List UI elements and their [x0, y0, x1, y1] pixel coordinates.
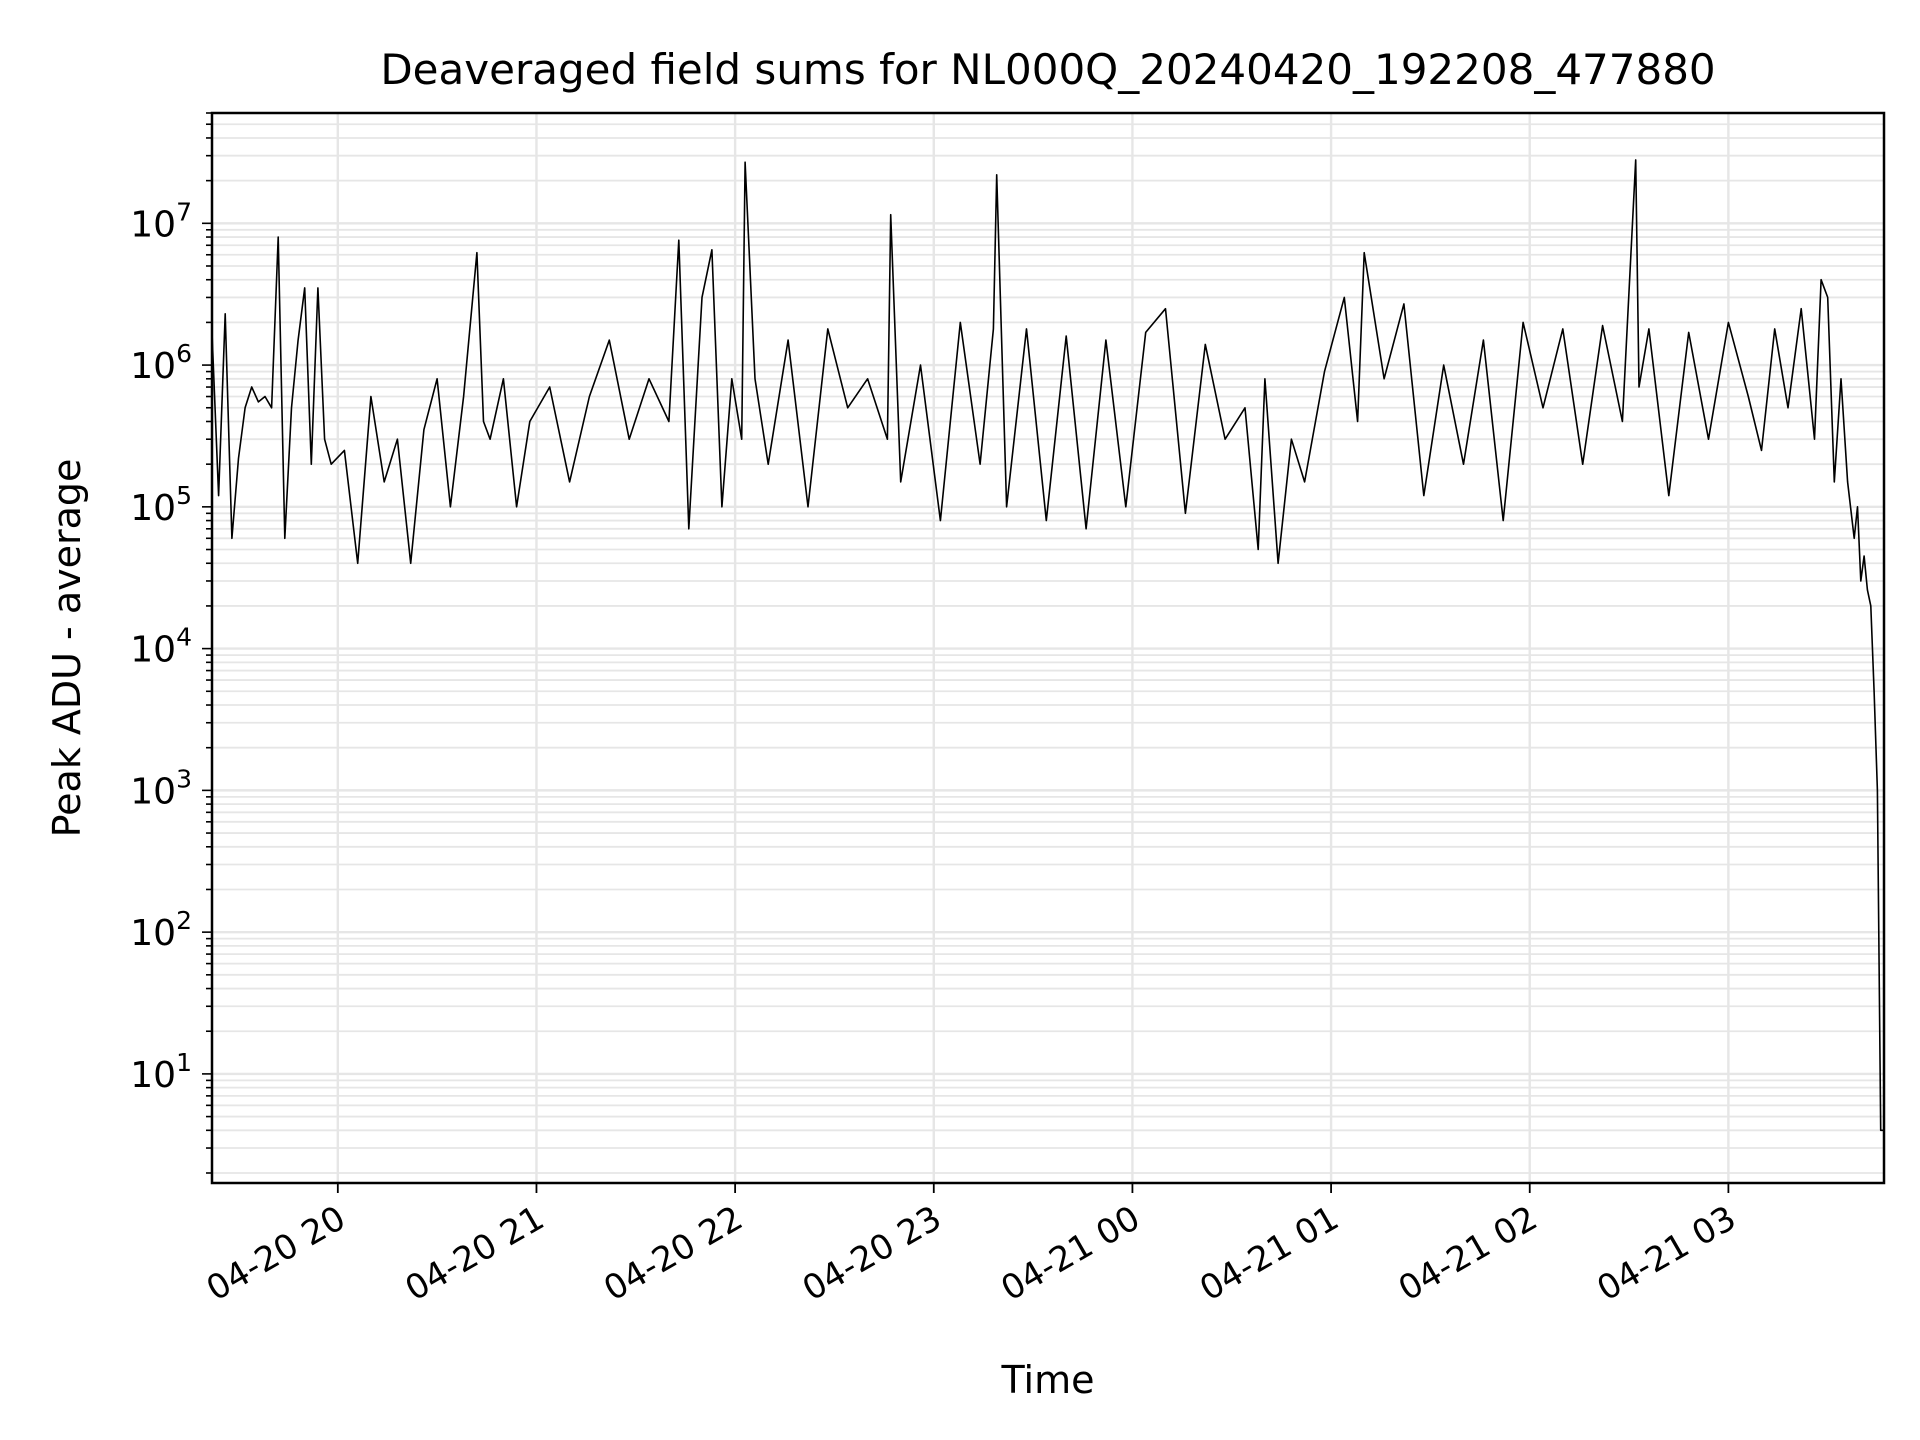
- chart-title: Deaveraged field sums for NL000Q_2024042…: [380, 45, 1715, 94]
- x-axis-label: Time: [1001, 1358, 1095, 1402]
- y-tick-label-exponent: 5: [176, 481, 192, 510]
- y-tick-label: 106: [130, 339, 192, 387]
- grid-lines: [212, 112, 1884, 1183]
- series-line-group: [211, 159, 1884, 1132]
- y-tick-label: 107: [130, 197, 192, 245]
- y-tick-label-base: 10: [130, 204, 176, 245]
- y-tick-label-exponent: 6: [176, 339, 192, 368]
- y-axis-label: Peak ADU - average: [45, 459, 89, 838]
- y-tick-label-base: 10: [130, 1055, 176, 1096]
- y-tick-label-base: 10: [130, 913, 176, 954]
- y-tick-label: 102: [130, 906, 192, 954]
- y-tick-label-exponent: 2: [176, 906, 192, 935]
- y-tick-label-base: 10: [130, 630, 176, 671]
- y-tick-label-exponent: 7: [176, 197, 192, 226]
- y-tick-label: 101: [130, 1048, 192, 1096]
- series-line: [211, 159, 1884, 1132]
- y-tick-label-base: 10: [130, 346, 176, 387]
- y-tick-label: 103: [130, 764, 192, 812]
- y-tick-label-base: 10: [130, 771, 176, 812]
- y-tick-label: 105: [130, 481, 192, 529]
- y-tick-label: 104: [130, 623, 192, 671]
- y-tick-label-exponent: 4: [176, 623, 192, 652]
- y-tick-label-exponent: 3: [176, 764, 192, 793]
- y-tick-label-exponent: 1: [176, 1048, 192, 1077]
- y-tick-label-base: 10: [130, 488, 176, 529]
